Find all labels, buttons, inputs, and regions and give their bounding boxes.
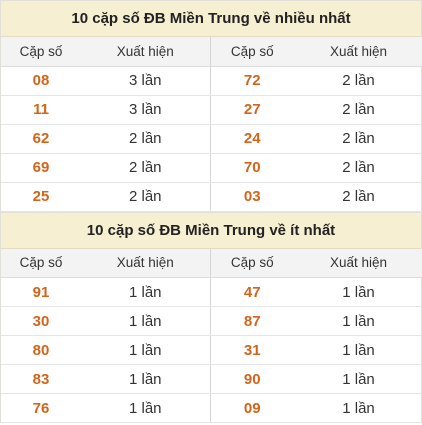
pair-number: 87 <box>209 306 294 336</box>
table-row: 30 1 lần 87 1 lần <box>1 306 422 336</box>
section-title: 10 cặp số ĐB Miền Trung về ít nhất <box>1 212 421 249</box>
table-row: 83 1 lần 90 1 lần <box>1 364 422 394</box>
column-header-pair: Cặp số <box>209 248 294 278</box>
occurrence-count: 1 lần <box>294 393 422 423</box>
pair-number: 90 <box>209 364 294 394</box>
pair-number: 70 <box>209 153 294 183</box>
pair-number: 83 <box>1 364 81 394</box>
occurrence-count: 1 lần <box>81 306 210 336</box>
pair-number: 08 <box>1 66 81 96</box>
occurrence-count: 1 lần <box>294 306 422 336</box>
least-frequent-section: 10 cặp số ĐB Miền Trung về ít nhất Cặp s… <box>0 211 422 423</box>
pair-number: 30 <box>1 306 81 336</box>
pair-number: 76 <box>1 393 81 423</box>
occurrence-count: 2 lần <box>81 182 210 212</box>
table-row: 91 1 lần 47 1 lần <box>1 277 422 307</box>
table-header-row: Cặp số Xuất hiện Cặp số Xuất hiện <box>1 37 422 67</box>
occurrence-count: 2 lần <box>294 66 422 96</box>
pair-number: 09 <box>209 393 294 423</box>
occurrence-count: 1 lần <box>81 393 210 423</box>
occurrence-count: 3 lần <box>81 95 210 125</box>
pair-number: 31 <box>209 335 294 365</box>
pair-number: 25 <box>1 182 81 212</box>
pair-number: 80 <box>1 335 81 365</box>
occurrence-count: 2 lần <box>294 153 422 183</box>
table-row: 25 2 lần 03 2 lần <box>1 182 422 212</box>
most-frequent-section: 10 cặp số ĐB Miền Trung về nhiều nhất Cặ… <box>0 0 422 212</box>
column-header-pair: Cặp số <box>1 248 81 278</box>
column-header-pair: Cặp số <box>209 37 294 67</box>
occurrence-count: 2 lần <box>294 95 422 125</box>
pair-number: 11 <box>1 95 81 125</box>
column-header-count: Xuất hiện <box>81 248 210 278</box>
column-header-count: Xuất hiện <box>294 248 422 278</box>
pair-number: 27 <box>209 95 294 125</box>
section-title: 10 cặp số ĐB Miền Trung về nhiều nhất <box>1 1 421 37</box>
table-row: 80 1 lần 31 1 lần <box>1 335 422 365</box>
pair-number: 03 <box>209 182 294 212</box>
pair-number: 62 <box>1 124 81 154</box>
most-frequent-table: Cặp số Xuất hiện Cặp số Xuất hiện 08 3 l… <box>1 37 422 212</box>
occurrence-count: 2 lần <box>81 124 210 154</box>
pair-number: 69 <box>1 153 81 183</box>
pair-number: 24 <box>209 124 294 154</box>
column-header-count: Xuất hiện <box>81 37 210 67</box>
pair-number: 72 <box>209 66 294 96</box>
occurrence-count: 1 lần <box>294 364 422 394</box>
occurrence-count: 1 lần <box>81 335 210 365</box>
table-row: 76 1 lần 09 1 lần <box>1 393 422 423</box>
table-row: 62 2 lần 24 2 lần <box>1 124 422 154</box>
pair-number: 91 <box>1 277 81 307</box>
occurrence-count: 2 lần <box>294 182 422 212</box>
occurrence-count: 1 lần <box>81 277 210 307</box>
column-header-count: Xuất hiện <box>294 37 422 67</box>
occurrence-count: 1 lần <box>81 364 210 394</box>
table-row: 69 2 lần 70 2 lần <box>1 153 422 183</box>
occurrence-count: 3 lần <box>81 66 210 96</box>
occurrence-count: 1 lần <box>294 277 422 307</box>
table-row: 08 3 lần 72 2 lần <box>1 66 422 96</box>
table-row: 11 3 lần 27 2 lần <box>1 95 422 125</box>
occurrence-count: 1 lần <box>294 335 422 365</box>
pair-number: 47 <box>209 277 294 307</box>
occurrence-count: 2 lần <box>294 124 422 154</box>
occurrence-count: 2 lần <box>81 153 210 183</box>
least-frequent-table: Cặp số Xuất hiện Cặp số Xuất hiện 91 1 l… <box>1 248 422 423</box>
table-header-row: Cặp số Xuất hiện Cặp số Xuất hiện <box>1 248 422 278</box>
column-header-pair: Cặp số <box>1 37 81 67</box>
